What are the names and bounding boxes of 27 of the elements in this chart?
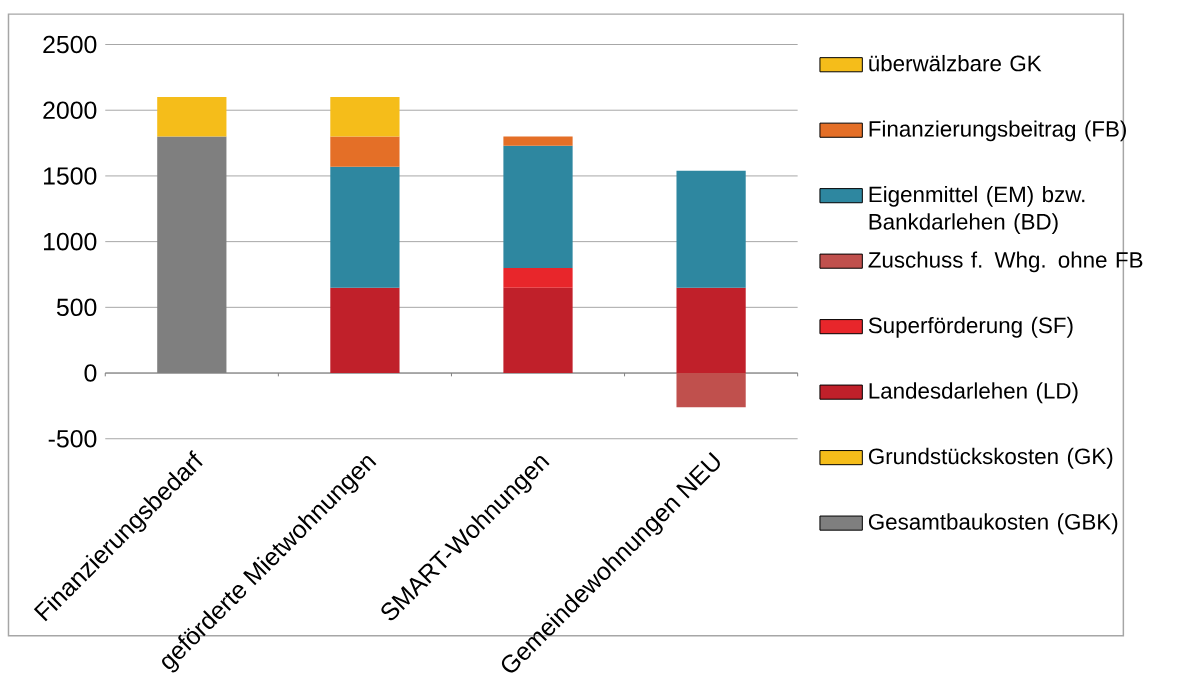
bar bbox=[676, 373, 746, 408]
y-tick-label: 500 bbox=[56, 298, 97, 317]
legend-label: Gesamtbaukosten (GBK) bbox=[868, 513, 1118, 535]
bar bbox=[330, 97, 400, 137]
legend-label: Grundstückskosten (GK) bbox=[868, 448, 1113, 469]
bar bbox=[503, 268, 573, 288]
bar bbox=[503, 287, 573, 374]
bar bbox=[330, 166, 400, 288]
legend-label: überwälzbare GK bbox=[869, 55, 1042, 72]
legend-label: Eigenmittel (EM) bzw. Bankdarlehen (BD) bbox=[869, 186, 1085, 235]
bar bbox=[330, 136, 400, 167]
bar bbox=[676, 287, 746, 374]
y-tick-label: -500 bbox=[48, 430, 97, 448]
bar bbox=[503, 145, 573, 269]
bar bbox=[330, 287, 400, 374]
legend-label: Superförderung (SF) bbox=[868, 317, 1073, 338]
legend-label: Zuschuss f. Whg. ohne FB bbox=[868, 251, 1143, 273]
bar bbox=[503, 136, 573, 146]
bar bbox=[157, 97, 227, 137]
legend-label: Finanzierungsbeitrag (FB) bbox=[869, 120, 1126, 142]
y-tick-label: 2000 bbox=[43, 101, 97, 120]
y-tick-label: 1500 bbox=[44, 167, 97, 185]
legend-label: Landesdarlehen (LD) bbox=[869, 382, 1078, 404]
y-tick-label: 2500 bbox=[43, 35, 97, 54]
bar bbox=[676, 170, 746, 288]
y-tick-label: 1000 bbox=[44, 233, 97, 251]
y-tick-label: 0 bbox=[84, 364, 97, 382]
